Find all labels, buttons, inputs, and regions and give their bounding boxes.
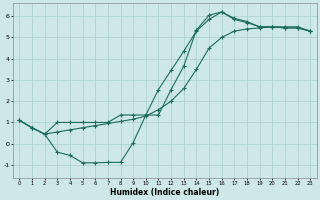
X-axis label: Humidex (Indice chaleur): Humidex (Indice chaleur) (110, 188, 220, 197)
